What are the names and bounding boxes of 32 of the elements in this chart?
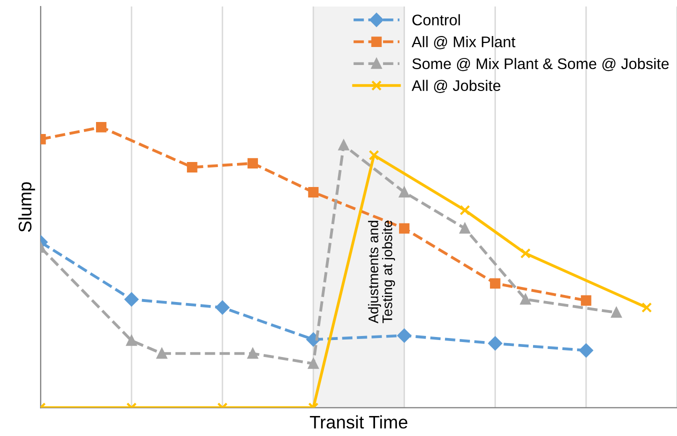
point bbox=[308, 187, 319, 198]
point bbox=[216, 300, 230, 314]
annotation: Adjustments and Testing at jobsite bbox=[368, 220, 395, 324]
point bbox=[579, 344, 594, 358]
point bbox=[641, 302, 652, 313]
point bbox=[399, 223, 410, 234]
point bbox=[156, 348, 168, 359]
point bbox=[488, 336, 502, 350]
point bbox=[580, 295, 592, 306]
point bbox=[520, 248, 531, 259]
point bbox=[399, 187, 410, 198]
point bbox=[338, 140, 349, 150]
point bbox=[368, 150, 380, 160]
point bbox=[520, 294, 531, 305]
point bbox=[308, 358, 319, 369]
y-axis-title: Slump bbox=[18, 182, 36, 232]
point bbox=[186, 162, 198, 172]
point bbox=[248, 348, 258, 359]
x-axis-title: Transit Time bbox=[310, 415, 408, 429]
point bbox=[124, 292, 138, 306]
point bbox=[460, 223, 470, 234]
point bbox=[460, 204, 470, 216]
legend-label: All @ Mix Plant bbox=[412, 36, 516, 50]
point bbox=[248, 158, 258, 169]
point bbox=[126, 335, 137, 346]
point bbox=[490, 278, 500, 289]
legend-label: Control bbox=[412, 14, 460, 26]
point bbox=[96, 122, 106, 132]
point bbox=[611, 307, 622, 318]
point bbox=[397, 328, 412, 343]
legend-label: Some @ Mix Plant & Some @ Jobsite bbox=[412, 58, 669, 72]
legend-label: All @ Jobsite bbox=[412, 80, 500, 94]
